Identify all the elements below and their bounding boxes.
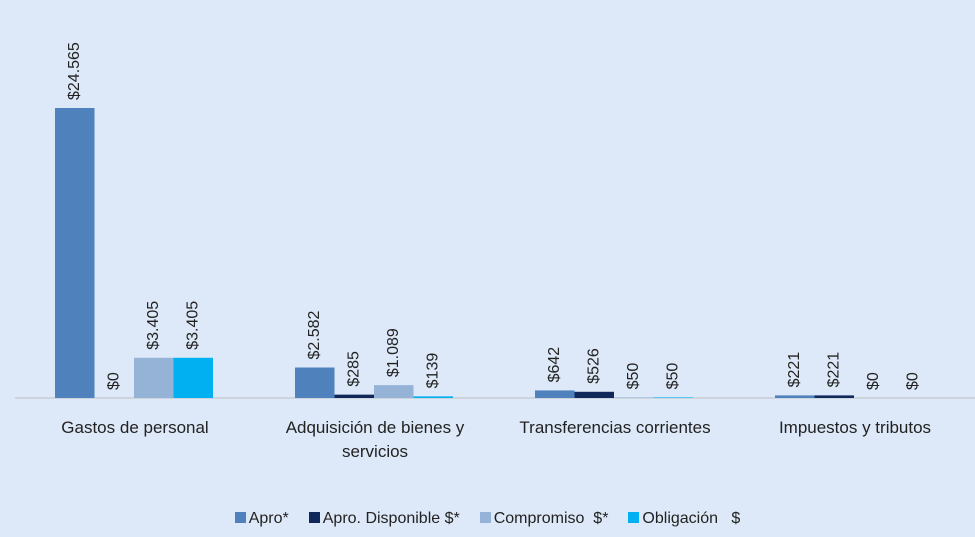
bar — [134, 357, 174, 398]
data-label: $50 — [664, 363, 681, 390]
data-label: $0 — [904, 372, 921, 390]
legend-label: Compromiso $* — [493, 510, 609, 527]
data-label: $24.565 — [66, 42, 83, 100]
bar — [374, 385, 414, 398]
bar — [295, 367, 335, 398]
legend-swatch — [308, 512, 320, 523]
bar — [574, 391, 614, 398]
data-label: $50 — [625, 363, 642, 390]
bar — [334, 394, 374, 398]
x-tick-label: Impuestos y tributos — [778, 418, 932, 437]
legend-swatch — [234, 512, 246, 523]
data-label: $221 — [825, 352, 842, 388]
legend-item: Apro* — [234, 510, 289, 528]
data-label: $139 — [424, 353, 441, 389]
data-label: $3.405 — [184, 301, 201, 350]
bar — [413, 396, 453, 398]
data-label: $3.405 — [145, 301, 162, 350]
legend-label: Obligación $ — [642, 510, 741, 527]
bar — [775, 395, 815, 398]
legend: Apro* Apro. Disponible $* Compromiso $* Obl… — [0, 510, 975, 528]
x-tick-label: Transferencias corrientes — [519, 418, 711, 437]
legend-swatch — [628, 512, 640, 523]
legend-swatch — [479, 512, 491, 523]
data-label: $642 — [546, 347, 563, 383]
x-tick-label: Gastos de personal — [61, 418, 209, 437]
legend-label: Apro. Disponible $* — [322, 510, 460, 527]
bar — [614, 397, 654, 398]
data-label: $0 — [105, 372, 122, 390]
data-label: $526 — [585, 348, 602, 384]
bar — [653, 397, 693, 398]
x-tick-label: Adquisición de bienes y servicios — [285, 418, 465, 461]
legend-item: Compromiso $* — [479, 510, 609, 528]
bar — [55, 108, 95, 398]
legend-label: Apro* — [248, 510, 289, 527]
data-label: $0 — [865, 372, 882, 390]
legend-item: Apro. Disponible $* — [308, 510, 460, 528]
legend-item: Obligación $ — [628, 510, 740, 528]
bar — [535, 390, 575, 398]
data-label: $2.582 — [306, 310, 323, 359]
bar — [814, 395, 854, 398]
bar — [173, 357, 213, 398]
data-label: $285 — [345, 351, 362, 387]
data-label: $1.089 — [385, 328, 402, 377]
data-label: $221 — [786, 352, 803, 388]
